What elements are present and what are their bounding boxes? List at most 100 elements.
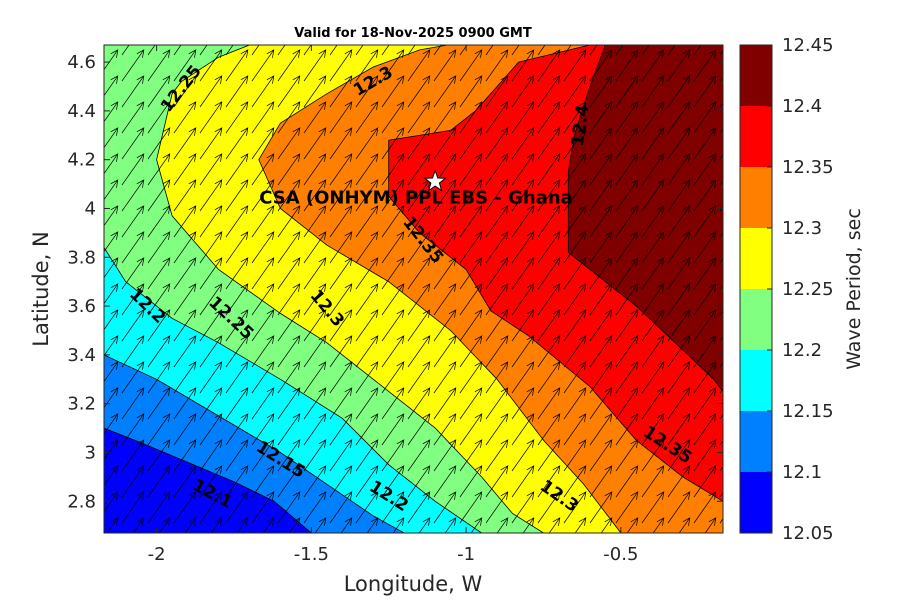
wave-arrow: [329, 335, 353, 368]
wave-arrow: [303, 101, 327, 134]
contour-line-12.1: [104, 427, 312, 533]
wave-arrow: [277, 309, 301, 342]
wave-arrow: [121, 127, 145, 160]
wave-arrow: [147, 257, 171, 290]
wave-arrow: [277, 361, 301, 394]
wave-arrow: [355, 257, 379, 290]
wave-arrow: [537, 205, 561, 238]
wave-arrow: [459, 439, 483, 472]
wave-arrow: [433, 283, 457, 316]
wave-arrow: [667, 465, 691, 498]
wave-arrow: [459, 465, 483, 498]
wave-arrow: [121, 309, 145, 342]
y-axis: 4.6 4.4 4.2 4 3.8 3.6 3.4 3.2 3 2.8: [67, 52, 723, 512]
wave-arrow: [303, 465, 327, 498]
wave-arrow: [392, 517, 405, 533]
wave-arrow: [104, 335, 119, 357]
wave-arrow: [589, 127, 613, 160]
wave-arrow: [147, 465, 171, 498]
wave-arrow: [407, 387, 431, 420]
wave-arrow: [277, 257, 301, 290]
wave-arrow: [277, 101, 301, 134]
wave-arrow: [563, 491, 587, 524]
wave-arrow: [433, 49, 457, 82]
wave-arrow: [485, 127, 509, 160]
wave-arrow: [147, 101, 171, 134]
wave-arrow: [225, 387, 249, 420]
wave-arrow: [340, 517, 353, 533]
colorbar-ticks: 12.45 12.4 12.35 12.3 12.25 12.2 12.15 12.1 12.0…: [767, 35, 834, 544]
wave-arrow: [511, 179, 535, 212]
wave-arrow: [225, 127, 249, 160]
wave-arrow: [537, 45, 546, 56]
wave-arrow: [251, 439, 275, 472]
wave-arrow: [485, 179, 509, 212]
wave-arrow: [355, 283, 379, 316]
wave-arrow: [433, 257, 457, 290]
wave-arrow: [511, 413, 535, 446]
wave-arrow: [121, 283, 145, 316]
wave-arrow: [667, 49, 691, 82]
wave-arrow: [277, 75, 301, 108]
wave-arrow: [485, 387, 509, 420]
wave-arrow: [147, 153, 171, 186]
wave-arrow: [104, 179, 119, 201]
wave-arrow: [251, 75, 275, 108]
wave-arrow: [563, 413, 587, 446]
wave-arrow: [563, 335, 587, 368]
wave-arrow: [459, 153, 483, 186]
wave-arrow: [381, 231, 405, 264]
wave-arrow: [693, 257, 717, 290]
wave-arrow: [173, 309, 197, 342]
y-tick-label: 3: [85, 442, 96, 463]
wave-arrow: [459, 205, 483, 238]
wave-arrow: [121, 439, 145, 472]
wave-arrow: [225, 179, 249, 212]
wave-arrow: [173, 387, 197, 420]
wave-arrow: [225, 257, 249, 290]
wave-arrow: [433, 361, 457, 394]
wave-arrow: [199, 205, 223, 238]
wave-arrow: [537, 153, 561, 186]
y-axis-label: Latitude, N: [29, 231, 53, 347]
wave-arrow: [381, 387, 405, 420]
wave-arrow: [121, 179, 145, 212]
wave-arrow: [381, 257, 405, 290]
wave-arrow: [407, 491, 431, 524]
wave-arrow: [277, 45, 286, 56]
wave-arrow: [355, 413, 379, 446]
wave-arrow: [173, 179, 197, 212]
colorbar-tick-label: 12.1: [782, 462, 822, 483]
wave-arrow: [381, 335, 405, 368]
wave-arrow: [173, 361, 197, 394]
wave-arrow: [433, 335, 457, 368]
wave-arrow: [444, 517, 457, 533]
wave-arrow: [459, 491, 483, 524]
wave-arrow: [511, 101, 535, 134]
chart-title: Valid for 18-Nov-2025 0900 GMT: [294, 26, 532, 41]
wave-arrow: [641, 75, 665, 108]
contour-line-12.2: [104, 247, 482, 533]
wave-arrow: [589, 49, 613, 82]
wave-arrow: [225, 439, 249, 472]
wave-arrow: [225, 335, 249, 368]
wave-arrow: [303, 153, 327, 186]
wave-arrow: [563, 45, 572, 56]
wave-arrow: [355, 101, 379, 134]
y-tick-label: 3.4: [67, 345, 96, 366]
wave-arrow: [277, 465, 301, 498]
wave-arrow: [225, 413, 249, 446]
wave-arrow: [355, 205, 379, 238]
wave-arrow: [199, 283, 223, 316]
wave-arrow: [537, 101, 561, 134]
wave-arrow: [173, 49, 197, 82]
wave-arrow: [511, 387, 535, 420]
wave-arrow: [589, 387, 613, 420]
wave-arrow: [615, 231, 639, 264]
wave-arrow: [251, 491, 275, 524]
wave-arrow: [667, 179, 691, 212]
wave-arrow: [407, 205, 431, 238]
wave-arrow: [199, 439, 223, 472]
wave-arrow: [693, 335, 717, 368]
wave-arrow: [652, 517, 665, 533]
